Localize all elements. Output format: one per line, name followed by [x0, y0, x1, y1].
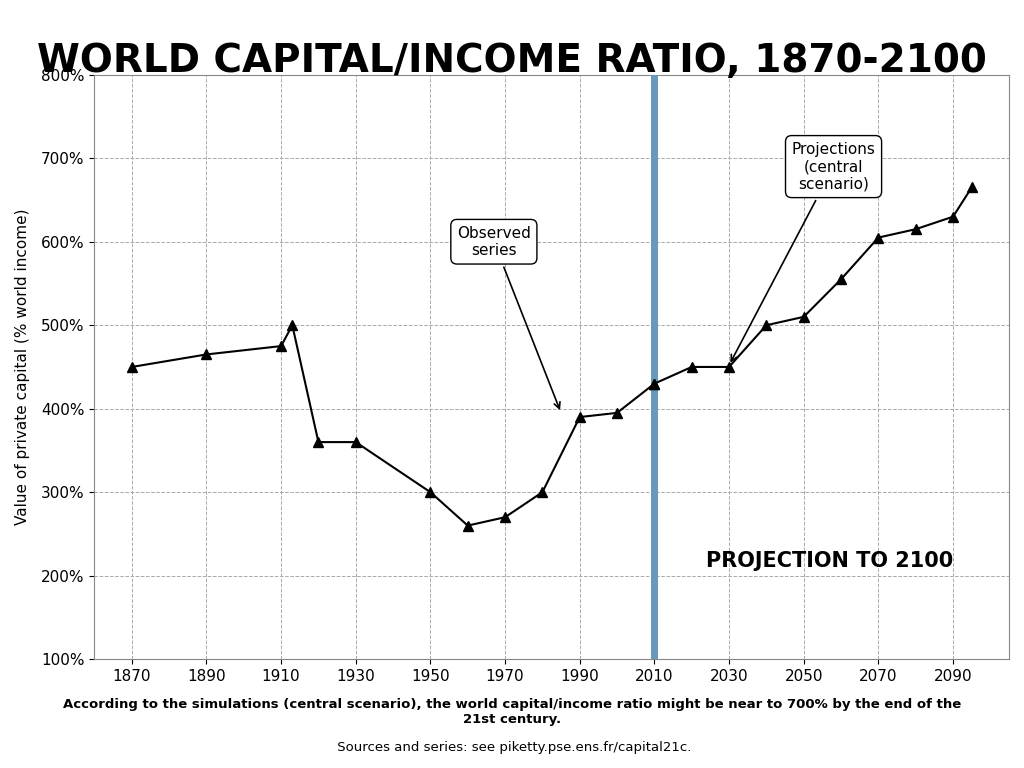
- Text: PROJECTION TO 2100: PROJECTION TO 2100: [707, 551, 953, 571]
- Text: Projections
(central
scenario): Projections (central scenario): [731, 141, 876, 361]
- Y-axis label: Value of private capital (% world income): Value of private capital (% world income…: [15, 209, 30, 525]
- Text: According to the simulations (central scenario), the world capital/income ratio : According to the simulations (central sc…: [62, 698, 962, 726]
- Text: WORLD CAPITAL/INCOME RATIO, 1870-2100: WORLD CAPITAL/INCOME RATIO, 1870-2100: [37, 42, 987, 80]
- Text: Sources and series: see piketty.pse.ens.fr/capital21c.: Sources and series: see piketty.pse.ens.…: [333, 741, 691, 754]
- Text: Observed
series: Observed series: [457, 226, 560, 409]
